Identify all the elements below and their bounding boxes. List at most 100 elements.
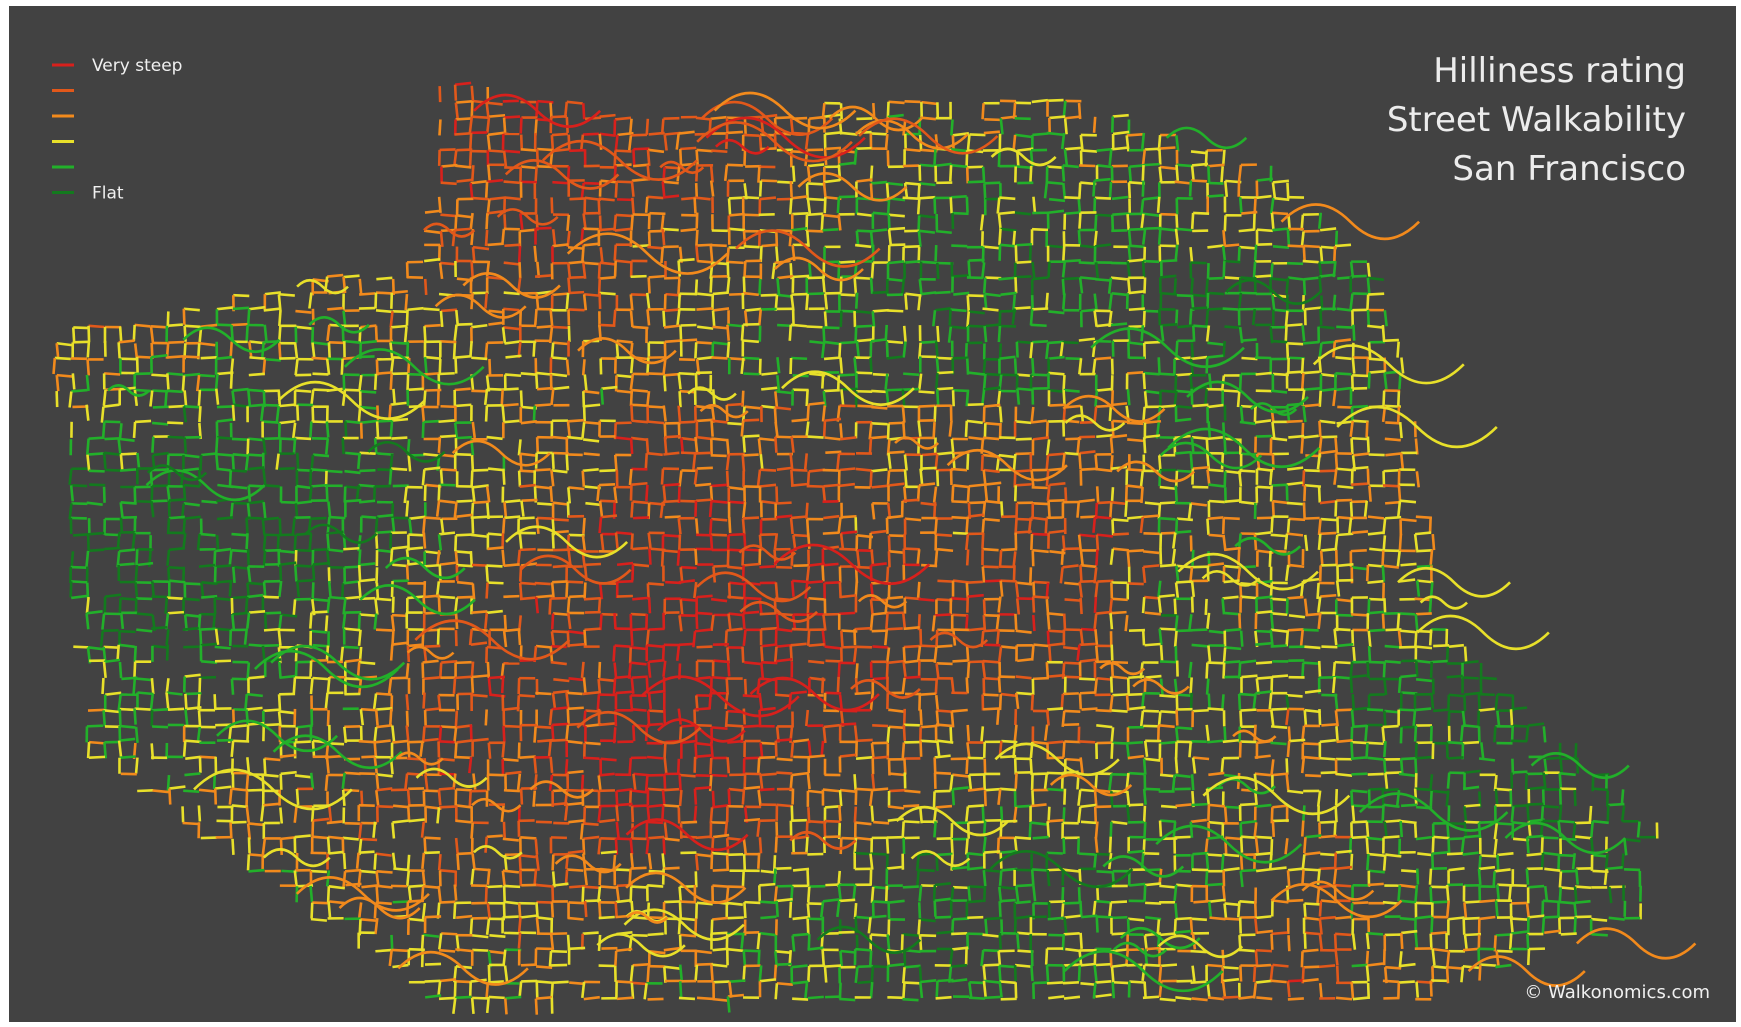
street [263, 436, 280, 441]
street [901, 277, 906, 294]
street [901, 406, 906, 423]
street [503, 307, 520, 312]
street [1385, 771, 1402, 775]
street [711, 389, 716, 406]
street [375, 371, 393, 376]
street [73, 326, 90, 330]
street [1000, 227, 1017, 232]
street [436, 807, 441, 824]
street [1128, 244, 1145, 249]
street [756, 757, 761, 774]
street [806, 212, 824, 217]
street [696, 645, 713, 649]
street [1193, 211, 1210, 215]
street [197, 710, 202, 727]
street [248, 466, 265, 471]
street [759, 564, 776, 569]
street [1254, 754, 1271, 759]
street [455, 452, 472, 457]
street [870, 338, 888, 343]
street [965, 549, 970, 566]
street [1142, 566, 1147, 583]
street [920, 466, 937, 470]
street [487, 742, 492, 759]
street [1112, 130, 1130, 136]
street [711, 149, 728, 154]
street [905, 132, 922, 136]
street [248, 643, 265, 648]
street [1110, 727, 1115, 744]
street [647, 148, 665, 154]
street [583, 181, 600, 186]
street [375, 628, 393, 632]
street [616, 374, 633, 379]
street [711, 499, 728, 504]
street [1111, 292, 1128, 297]
street [1337, 484, 1354, 490]
street [678, 534, 682, 551]
street [471, 115, 488, 119]
street [310, 468, 327, 472]
street [1268, 693, 1273, 710]
street [149, 390, 154, 407]
street [967, 804, 984, 808]
street [759, 612, 776, 616]
street [1080, 627, 1097, 632]
street [599, 323, 616, 328]
street [1032, 676, 1049, 681]
street [1048, 355, 1065, 360]
street [1204, 598, 1208, 615]
street [727, 739, 744, 744]
street [855, 756, 873, 760]
street [1336, 739, 1353, 744]
street [1094, 262, 1100, 279]
street [776, 657, 793, 663]
street [1048, 388, 1066, 394]
street [1207, 661, 1224, 665]
street [471, 356, 488, 361]
street [1429, 774, 1434, 791]
street [1096, 724, 1113, 729]
street [870, 805, 875, 822]
street [1047, 452, 1065, 457]
street [1045, 599, 1050, 616]
street [760, 179, 778, 183]
street [88, 740, 106, 745]
street [262, 359, 267, 376]
street [198, 788, 216, 793]
street [361, 515, 378, 520]
street [245, 324, 249, 342]
street [840, 722, 857, 726]
street [312, 453, 330, 458]
street [1032, 196, 1037, 213]
street [550, 582, 555, 599]
street [887, 113, 904, 119]
street [680, 565, 697, 570]
street [69, 581, 73, 598]
street [1159, 548, 1163, 565]
street [518, 582, 523, 600]
street [1046, 181, 1063, 186]
street [246, 706, 263, 711]
street [759, 468, 777, 472]
street [1337, 405, 1354, 409]
street [279, 419, 296, 425]
street [1144, 389, 1162, 395]
street [1382, 390, 1386, 407]
street [647, 597, 652, 614]
street [565, 292, 570, 310]
street [919, 692, 936, 696]
street [888, 708, 905, 713]
street [808, 659, 825, 665]
street [361, 419, 378, 424]
street [1046, 484, 1051, 501]
street [1255, 453, 1261, 470]
street [534, 372, 539, 390]
street [232, 501, 249, 505]
street [1591, 787, 1609, 792]
street [967, 513, 984, 518]
street [951, 485, 955, 502]
street [1045, 709, 1050, 726]
street [471, 610, 488, 614]
street [1337, 563, 1354, 568]
